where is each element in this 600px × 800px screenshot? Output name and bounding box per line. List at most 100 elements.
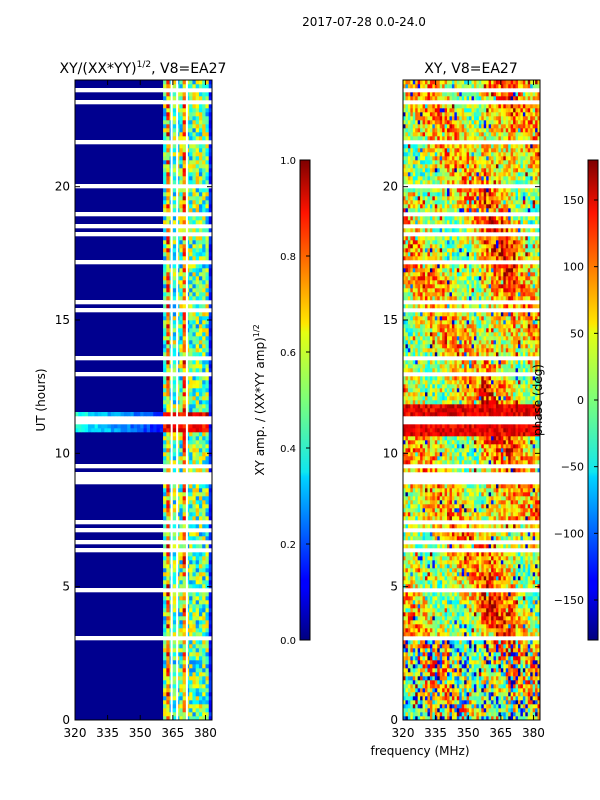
phase-heatmap-cell (449, 632, 453, 637)
phase-heatmap-cell (510, 504, 514, 509)
phase-heatmap-cell (461, 624, 465, 629)
amplitude-heatmap-cell (179, 648, 183, 653)
amplitude-heatmap-cell (195, 444, 200, 449)
phase-heatmap-cell (510, 624, 514, 629)
phase-heatmap-cell (491, 632, 494, 637)
amplitude-heatmap-cell (195, 332, 200, 337)
phase-heatmap-cell (527, 616, 531, 621)
amplitude-heatmap-cell (172, 600, 177, 605)
amplitude-heatmap-cell (172, 448, 177, 453)
phase-heatmap-cell (510, 616, 514, 621)
amplitude-data-gap (75, 416, 212, 421)
phase-heatmap-cell (449, 696, 453, 701)
phase-heatmap-cell (410, 652, 414, 657)
phase-heatmap-cell (451, 660, 455, 665)
phase-heatmap-cell (451, 620, 455, 625)
amplitude-heatmap-cell (179, 716, 183, 720)
phase-heatmap-cell (466, 616, 470, 621)
amplitude-heatmap-cell (172, 368, 177, 373)
amplitude-heatmap-cell (198, 516, 203, 521)
phase-heatmap-cell (425, 680, 428, 685)
phase-heatmap-cell (415, 716, 418, 720)
amplitude-heatmap-cell (195, 460, 200, 465)
phase-heatmap-cell (432, 496, 436, 501)
phase-heatmap-cell (437, 632, 440, 637)
amplitude-heatmap-cell (195, 124, 200, 129)
phase-heatmap-cell (478, 624, 482, 629)
phase-heatmap-cell (476, 680, 480, 685)
phase-heatmap-cell (417, 500, 421, 505)
phase-heatmap-cell (403, 700, 406, 705)
phase-heatmap-cell (513, 684, 516, 689)
phase-heatmap-cell (412, 640, 416, 645)
phase-heatmap-cell (486, 564, 489, 569)
phase-heatmap-cell (498, 596, 502, 601)
phase-heatmap-cell (471, 640, 475, 645)
phase-heatmap-cell (503, 552, 507, 557)
phase-heatmap-cell (434, 696, 438, 701)
amplitude-heatmap-cell (179, 144, 183, 149)
phase-heatmap-cell (537, 560, 540, 565)
phase-heatmap-cell (437, 708, 440, 713)
amplitude-heatmap-cell (208, 276, 212, 281)
phase-heatmap-cell (471, 624, 475, 629)
amplitude-heatmap-cell (198, 132, 203, 137)
colorbar-tick-label: 1.0 (280, 156, 296, 167)
phase-heatmap-cell (437, 600, 440, 605)
amplitude-heatmap-cell (179, 352, 183, 357)
phase-heatmap-cell (527, 696, 531, 701)
phase-heatmap-cell (535, 656, 538, 661)
amplitude-heatmap-cell (189, 436, 193, 441)
phase-heatmap-cell (466, 576, 470, 581)
phase-heatmap-cell (478, 700, 482, 705)
phase-heatmap-cell (434, 652, 438, 657)
phase-heatmap-cell (513, 508, 516, 513)
amplitude-heatmap-cell (189, 324, 193, 329)
phase-heatmap-cell (471, 572, 475, 577)
amplitude-heatmap-cell (189, 684, 193, 689)
phase-heatmap-cell (420, 564, 423, 569)
amplitude-heatmap-cell (205, 672, 210, 677)
amplitude-heatmap-cell (172, 404, 177, 409)
phase-heatmap-cell (449, 716, 453, 720)
phase-heatmap-cell (439, 544, 443, 549)
phase-heatmap-cell (471, 584, 475, 589)
amplitude-heatmap-cell (182, 400, 187, 405)
phase-heatmap-cell (500, 544, 504, 549)
phase-heatmap-cell (403, 568, 406, 573)
phase-heatmap-cell (456, 660, 460, 665)
phase-heatmap-cell (473, 504, 477, 509)
phase-heatmap-cell (493, 552, 497, 557)
phase-heatmap-cell (464, 532, 467, 537)
phase-heatmap-cell (403, 600, 406, 605)
phase-heatmap-cell (405, 516, 409, 521)
amplitude-heatmap-cell (179, 120, 183, 125)
amplitude-heatmap-cell (202, 436, 206, 441)
phase-heatmap-cell (513, 700, 516, 705)
phase-heatmap-cell (466, 688, 470, 693)
phase-heatmap-cell (520, 572, 524, 577)
phase-heatmap-cell (429, 704, 433, 709)
phase-heatmap-cell (500, 512, 504, 517)
amplitude-heatmap-cell (166, 512, 170, 517)
amplitude-heatmap-cell (189, 536, 193, 541)
amplitude-heatmap-cell (179, 692, 183, 697)
amplitude-heatmap-cell (205, 604, 210, 609)
phase-heatmap-cell (456, 516, 460, 521)
amplitude-heatmap-cell (205, 204, 210, 209)
phase-heatmap-cell (469, 688, 472, 693)
amplitude-heatmap-cell (205, 424, 210, 429)
phase-heatmap-cell (444, 512, 448, 517)
phase-heatmap-cell (488, 512, 492, 517)
phase-heatmap-cell (412, 676, 416, 681)
phase-heatmap-cell (412, 680, 416, 685)
phase-heatmap-cell (493, 592, 497, 597)
phase-heatmap-cell (420, 620, 423, 625)
phase-heatmap-cell (476, 524, 480, 529)
phase-heatmap-cell (527, 672, 531, 677)
phase-heatmap-cell (412, 560, 416, 565)
amplitude-heatmap-cell (166, 688, 170, 693)
phase-heatmap-cell (444, 624, 448, 629)
phase-heatmap-cell (427, 516, 431, 521)
phase-heatmap-cell (464, 512, 467, 517)
